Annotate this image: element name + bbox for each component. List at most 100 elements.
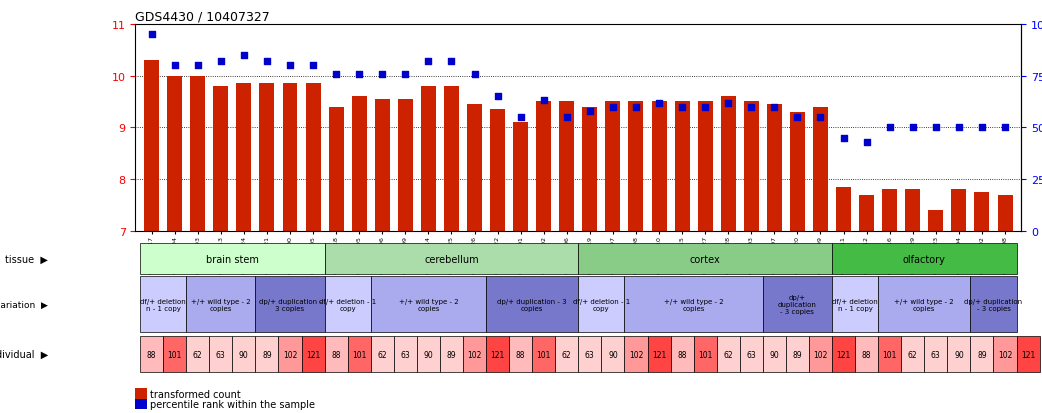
Bar: [578, 277, 624, 332]
Point: [559, 114, 575, 121]
Bar: [1017, 337, 1040, 372]
Text: 62: 62: [193, 350, 202, 358]
Bar: [763, 337, 786, 372]
Point: [720, 100, 737, 107]
Text: df/+ deletion - 1
copy: df/+ deletion - 1 copy: [573, 298, 630, 311]
Text: 121: 121: [1021, 350, 1035, 358]
Bar: [993, 337, 1017, 372]
Bar: [371, 337, 394, 372]
Point: [650, 100, 667, 107]
Bar: [398, 100, 413, 231]
Bar: [698, 102, 713, 231]
Text: +/+ wild type - 2
copies: +/+ wild type - 2 copies: [399, 298, 458, 311]
Bar: [421, 87, 436, 231]
Bar: [513, 123, 528, 231]
Point: [213, 59, 229, 65]
Point: [374, 71, 391, 78]
Bar: [721, 97, 736, 231]
Bar: [164, 337, 187, 372]
Bar: [187, 277, 255, 332]
Text: 62: 62: [723, 350, 733, 358]
Point: [143, 32, 159, 38]
Point: [490, 94, 506, 100]
Text: 89: 89: [447, 350, 456, 358]
Point: [581, 108, 598, 115]
Point: [420, 59, 437, 65]
Text: 121: 121: [491, 350, 504, 358]
Bar: [883, 190, 897, 231]
Text: 89: 89: [263, 350, 272, 358]
Bar: [878, 337, 901, 372]
Bar: [375, 100, 390, 231]
Point: [190, 63, 206, 69]
Bar: [813, 107, 828, 231]
Bar: [997, 195, 1013, 231]
Bar: [209, 337, 232, 372]
Text: 90: 90: [954, 350, 964, 358]
Text: GDS4430 / 10407327: GDS4430 / 10407327: [135, 11, 270, 24]
Text: 63: 63: [216, 350, 226, 358]
Text: 90: 90: [769, 350, 779, 358]
Text: dp/+ duplication -
3 copies: dp/+ duplication - 3 copies: [258, 298, 321, 311]
Point: [513, 114, 529, 121]
Text: 101: 101: [352, 350, 367, 358]
Text: df/+ deletion - 1
copy: df/+ deletion - 1 copy: [319, 298, 376, 311]
Bar: [832, 244, 1017, 275]
Bar: [855, 337, 878, 372]
Bar: [555, 337, 578, 372]
Text: individual  ▶: individual ▶: [0, 349, 48, 359]
Point: [812, 114, 828, 121]
Bar: [232, 337, 255, 372]
Bar: [582, 107, 597, 231]
Bar: [786, 337, 809, 372]
Text: 88: 88: [677, 350, 687, 358]
Bar: [394, 337, 417, 372]
Text: 102: 102: [467, 350, 481, 358]
Bar: [371, 277, 486, 332]
Text: 101: 101: [698, 350, 713, 358]
Text: 63: 63: [931, 350, 941, 358]
Text: +/+ wild type - 2
copies: +/+ wild type - 2 copies: [664, 298, 723, 311]
Bar: [928, 211, 943, 231]
Point: [167, 63, 183, 69]
Point: [927, 125, 944, 131]
Bar: [352, 97, 367, 231]
Bar: [601, 337, 624, 372]
Bar: [951, 190, 966, 231]
Text: 101: 101: [883, 350, 897, 358]
Bar: [605, 102, 620, 231]
Text: 102: 102: [628, 350, 643, 358]
Point: [235, 52, 252, 59]
Text: tissue  ▶: tissue ▶: [5, 254, 48, 264]
Text: df/+ deletion
n - 1 copy: df/+ deletion n - 1 copy: [141, 298, 187, 311]
Text: 88: 88: [516, 350, 525, 358]
Bar: [214, 87, 228, 231]
Text: transformed count: transformed count: [150, 389, 241, 399]
Text: dp/+
duplication
- 3 copies: dp/+ duplication - 3 copies: [778, 294, 817, 315]
Bar: [836, 188, 851, 231]
Text: df/+ deletion
n - 1 copy: df/+ deletion n - 1 copy: [833, 298, 878, 311]
Text: percentile rank within the sample: percentile rank within the sample: [150, 399, 315, 409]
Bar: [974, 192, 990, 231]
Bar: [578, 337, 601, 372]
Bar: [140, 277, 187, 332]
Text: 90: 90: [423, 350, 433, 358]
Bar: [486, 277, 578, 332]
Bar: [237, 84, 251, 231]
Point: [304, 63, 321, 69]
Bar: [970, 277, 1017, 332]
Text: genotype/variation  ▶: genotype/variation ▶: [0, 300, 48, 309]
Bar: [167, 76, 182, 231]
Text: olfactory: olfactory: [902, 254, 946, 264]
Bar: [674, 102, 690, 231]
Bar: [832, 277, 878, 332]
Text: 90: 90: [239, 350, 249, 358]
Bar: [790, 113, 804, 231]
Bar: [278, 337, 301, 372]
Text: 121: 121: [652, 350, 666, 358]
Bar: [717, 337, 740, 372]
Point: [604, 104, 621, 111]
Bar: [767, 105, 782, 231]
Point: [627, 104, 644, 111]
Text: dp/+ duplication - 3
copies: dp/+ duplication - 3 copies: [497, 298, 567, 311]
